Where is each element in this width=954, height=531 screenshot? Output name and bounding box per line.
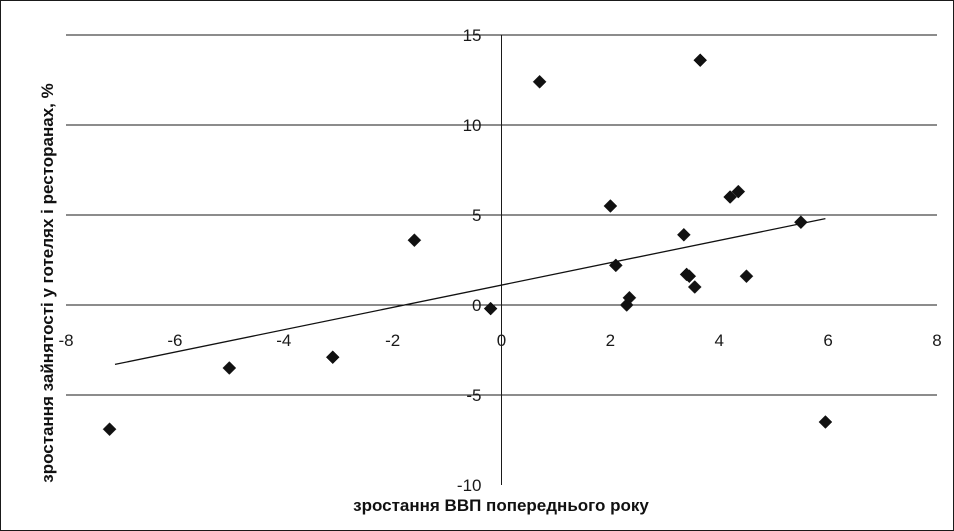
- y-tick-label: -10: [457, 476, 482, 495]
- data-point: [622, 290, 637, 305]
- x-tick-label: 8: [932, 331, 941, 350]
- y-axis-title: зростання зайнятості у готелях і рестора…: [38, 83, 57, 482]
- x-tick-label: 4: [715, 331, 724, 350]
- y-tick-label: 10: [463, 116, 482, 135]
- data-point: [693, 53, 708, 68]
- data-point: [483, 301, 498, 316]
- tick-labels: -8 -6 -4 -2 0 2 4 6 8 -10 -5 0 5 10 15: [58, 26, 941, 495]
- y-tick-label: 15: [463, 26, 482, 45]
- trendline: [114, 217, 826, 366]
- data-point: [687, 280, 702, 294]
- x-tick-label: -2: [385, 331, 400, 350]
- data-point: [682, 269, 697, 284]
- data-point: [102, 422, 117, 437]
- x-tick-label: -8: [58, 331, 73, 350]
- data-point: [731, 184, 746, 199]
- data-point: [608, 258, 623, 273]
- data-point: [794, 215, 808, 230]
- x-tick-label: -4: [276, 331, 291, 350]
- x-axis-title: зростання ВВП попереднього року: [353, 496, 649, 515]
- data-point: [677, 227, 691, 242]
- x-tick-label: 0: [497, 331, 506, 350]
- data-point: [222, 361, 237, 375]
- x-tick-label: -6: [167, 331, 182, 350]
- y-tick-label: -5: [466, 386, 481, 405]
- data-point: [407, 233, 422, 248]
- trendline-layer: [114, 217, 826, 366]
- data-point: [739, 269, 754, 284]
- data-points: [102, 53, 833, 437]
- data-point: [723, 190, 737, 204]
- data-point: [325, 350, 340, 365]
- x-tick-label: 6: [823, 331, 832, 350]
- data-point: [532, 74, 547, 89]
- data-point: [818, 415, 833, 429]
- y-tick-label: 5: [472, 206, 481, 225]
- y-tick-label: 0: [472, 296, 481, 315]
- x-tick-label: 2: [606, 331, 615, 350]
- data-point: [603, 199, 618, 213]
